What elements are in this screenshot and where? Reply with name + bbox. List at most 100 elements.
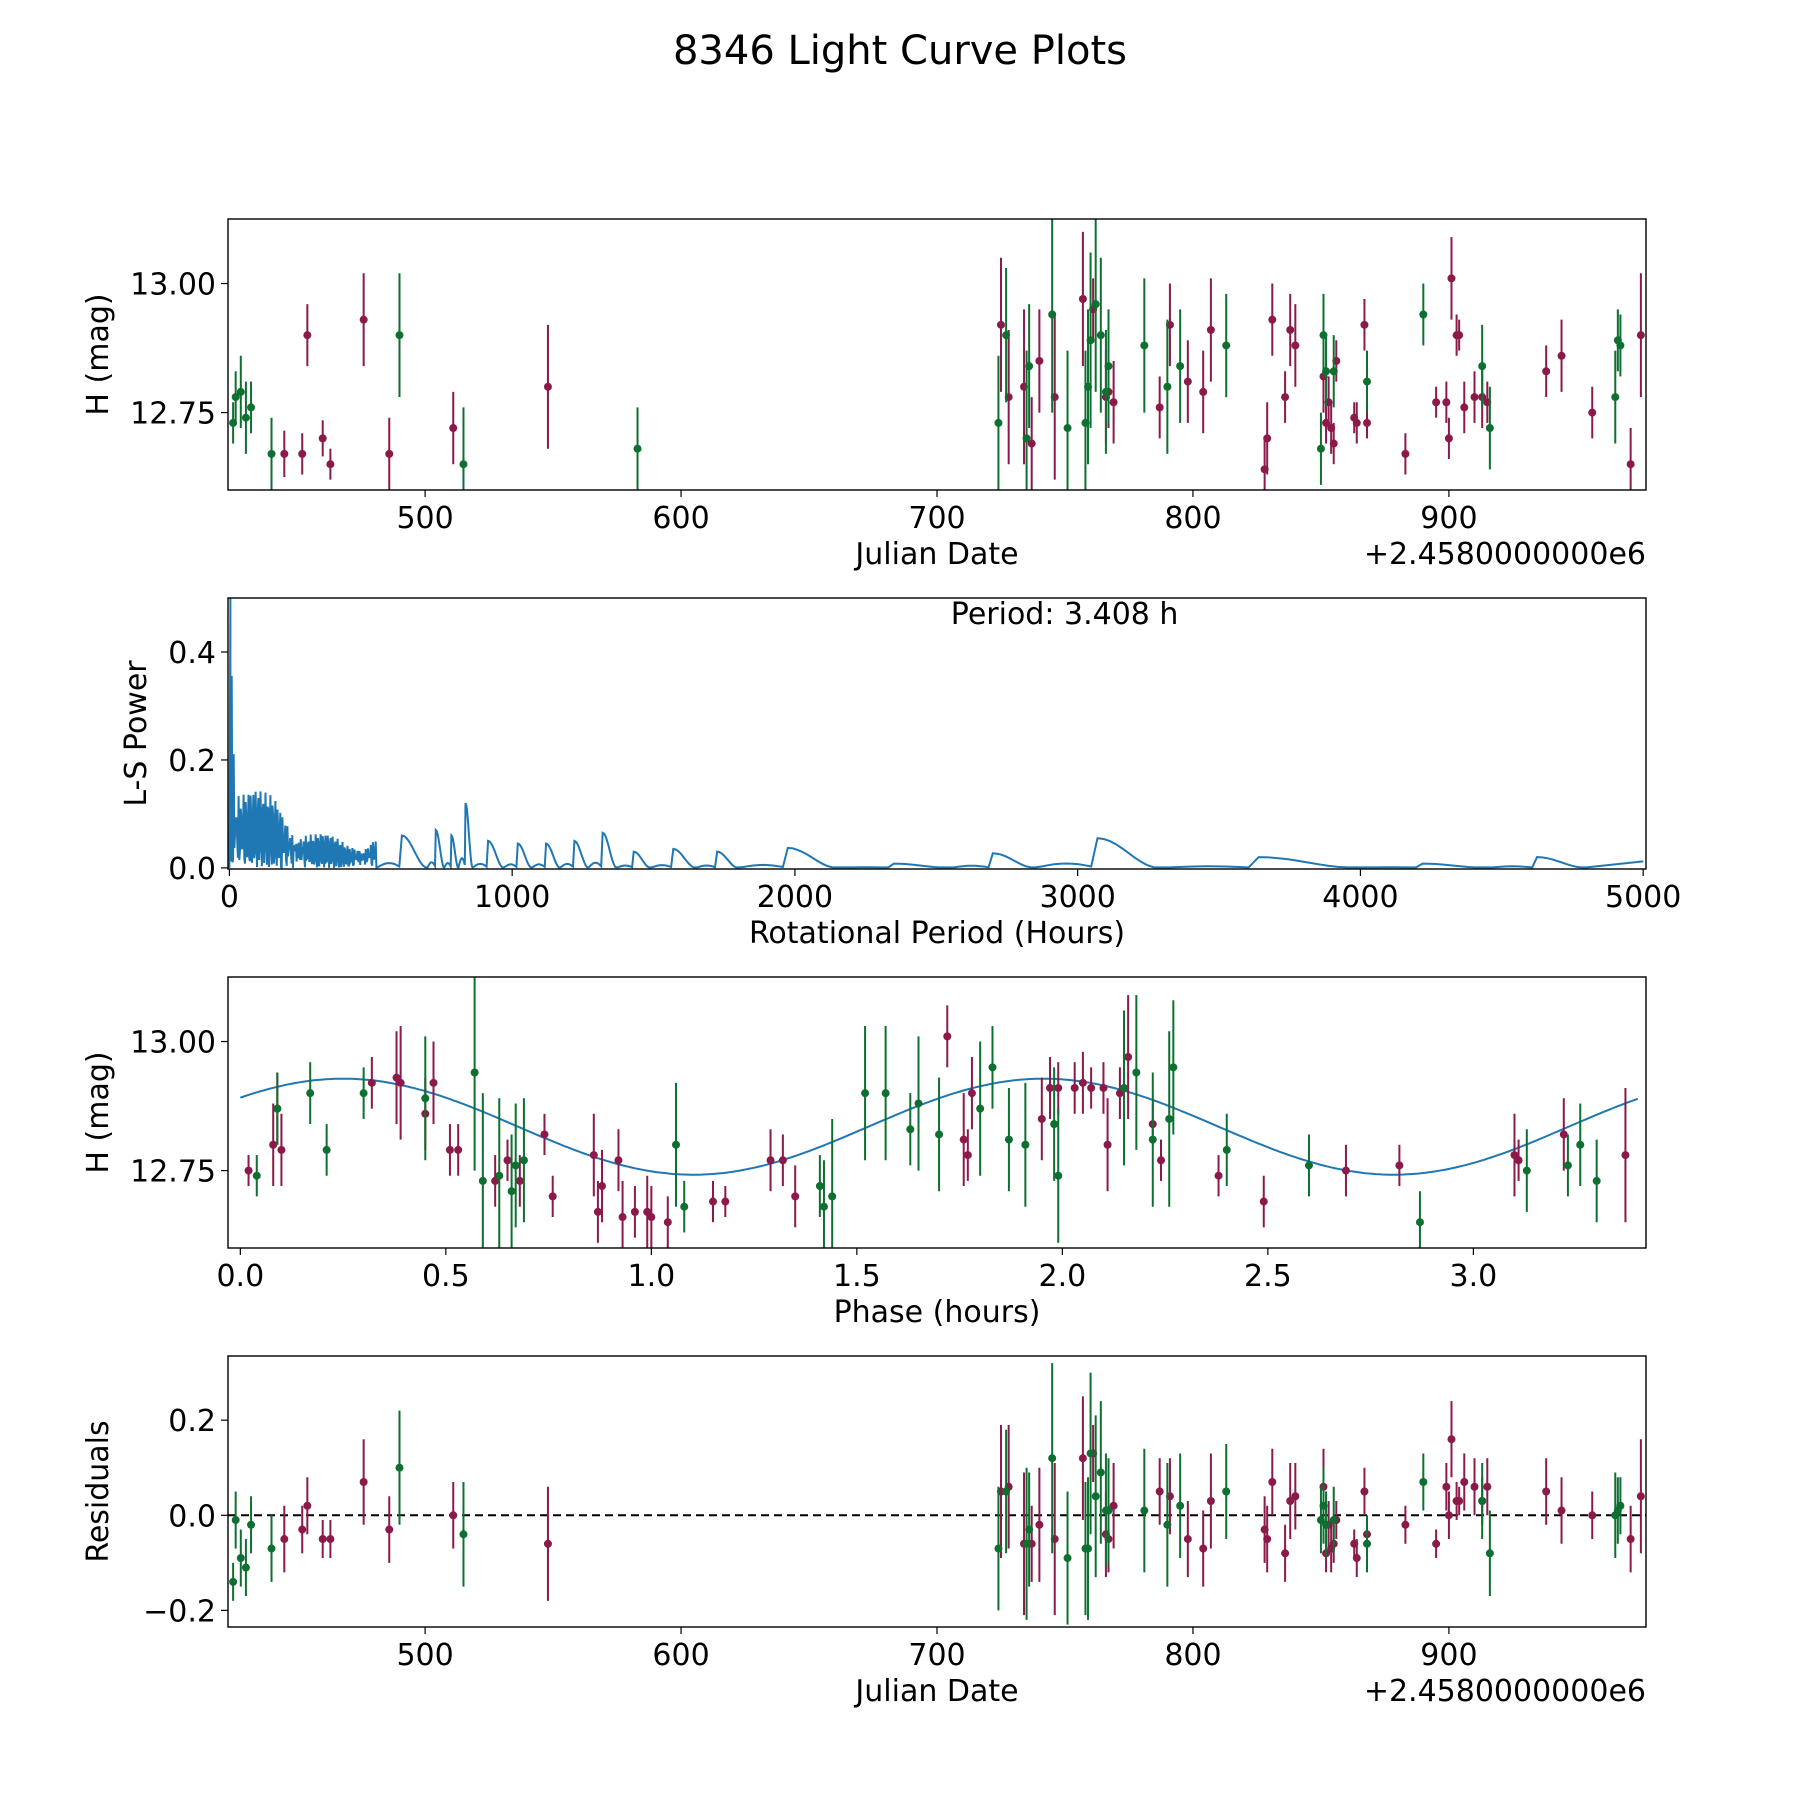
phase-data-point <box>828 1192 837 1201</box>
phase-data-point <box>1559 1130 1568 1139</box>
resid-ytick-label: −0.2 <box>143 1594 216 1629</box>
lc-data-point <box>1363 377 1372 386</box>
resid-xtick-label: 500 <box>396 1638 453 1673</box>
lc-data-point <box>1086 336 1095 345</box>
phase-data-point <box>1514 1156 1523 1165</box>
lc-ylabel: H (mag) <box>81 293 116 415</box>
lc-data-point <box>1078 295 1087 304</box>
lc-data-point <box>1063 424 1072 433</box>
lc-data-point <box>1363 418 1372 427</box>
resid-data-point <box>1263 1535 1272 1544</box>
resid-data-point <box>1155 1487 1164 1496</box>
lc-data-point <box>1588 408 1597 417</box>
resid-plot-area <box>228 1363 1646 1625</box>
phase-data-point <box>1103 1140 1112 1149</box>
phase-data-point <box>1050 1120 1059 1129</box>
resid-data-point <box>1286 1497 1295 1506</box>
phase-data-point <box>663 1218 672 1227</box>
phase-data-point <box>277 1145 286 1154</box>
ls-ylabel: L-S Power <box>119 660 154 807</box>
lc-data-point <box>1485 424 1494 433</box>
lc-data-point <box>1286 325 1295 334</box>
ls-xtick-label: 4000 <box>1322 880 1398 915</box>
phase-folded-panel: 0.0 0.5 1.0 1.5 2.0 2.5 3.0 12.75 13.00 Phase (ho… <box>81 976 1647 1330</box>
residuals-panel: 500 600 700 800 900 −0.2 0.0 0.2 Julian Date Resi… <box>81 1355 1647 1709</box>
light-curve-panel: 500 600 700 800 900 12.75 13.00 Julian Date H (m… <box>81 218 1647 572</box>
phase-data-point <box>1070 1083 1079 1092</box>
resid-data-point <box>1002 1487 1011 1496</box>
phase-data-point <box>1054 1083 1063 1092</box>
lc-data-point <box>1611 393 1620 402</box>
phase-data-point <box>548 1192 557 1201</box>
resid-data-point <box>1222 1487 1231 1496</box>
lc-data-point <box>1460 403 1469 412</box>
resid-data-point <box>1025 1525 1034 1534</box>
phase-data-point <box>959 1135 968 1144</box>
ls-plot-area <box>228 598 1644 869</box>
lc-data-point <box>1096 331 1105 340</box>
lc-data-point <box>1432 398 1441 407</box>
phase-data-point <box>273 1104 282 1113</box>
phase-data-point <box>861 1089 870 1098</box>
lc-data-point <box>1542 367 1551 376</box>
lc-data-point <box>280 449 289 458</box>
resid-data-point <box>385 1525 394 1534</box>
resid-data-point <box>1183 1535 1192 1544</box>
resid-data-point <box>359 1477 368 1486</box>
phase-data-point <box>511 1161 520 1170</box>
resid-xlabel: Julian Date <box>853 1674 1018 1709</box>
phase-data-point <box>593 1207 602 1216</box>
phase-data-point <box>454 1145 463 1154</box>
figure-title: 8346 Light Curve Plots <box>672 28 1127 74</box>
resid-data-point <box>326 1535 335 1544</box>
phase-ytick-label: 13.00 <box>130 1026 216 1061</box>
ls-power-line <box>228 598 1644 869</box>
phase-data-point <box>976 1104 985 1113</box>
phase-data-point <box>598 1182 607 1191</box>
phase-xtick-label: 0.0 <box>216 1259 264 1294</box>
lc-data-point <box>303 331 312 340</box>
resid-data-point <box>280 1535 289 1544</box>
resid-data-point <box>1078 1454 1087 1463</box>
lc-data-point <box>1478 362 1487 371</box>
resid-data-point <box>1109 1501 1118 1510</box>
phase-data-point <box>614 1156 623 1165</box>
phase-data-point <box>778 1156 787 1165</box>
phase-data-point <box>1021 1140 1030 1149</box>
lc-data-point <box>1322 367 1331 376</box>
lc-data-point <box>1291 341 1300 350</box>
phase-data-point <box>507 1187 516 1196</box>
lc-data-point <box>1263 434 1272 443</box>
phase-data-point <box>1395 1161 1404 1170</box>
phase-data-point <box>1148 1135 1157 1144</box>
lc-xtick-label: 500 <box>396 501 453 536</box>
resid-data-point <box>1163 1520 1172 1529</box>
lc-data-point <box>459 460 468 469</box>
phase-xtick-label: 1.5 <box>833 1259 881 1294</box>
ls-xlabel: Rotational Period (Hours) <box>749 916 1125 951</box>
phase-data-point <box>630 1207 639 1216</box>
lc-data-point <box>1442 398 1451 407</box>
resid-data-point <box>1626 1535 1635 1544</box>
resid-data-point <box>1291 1492 1300 1501</box>
phase-data-point <box>1621 1151 1630 1160</box>
phase-data-point <box>1592 1176 1601 1185</box>
phase-data-point <box>367 1078 376 1087</box>
resid-data-point <box>449 1511 458 1520</box>
phase-data-point <box>1341 1166 1350 1175</box>
lc-xtick-label: 900 <box>1420 501 1477 536</box>
resid-data-point <box>994 1544 1003 1553</box>
lc-data-point <box>1281 393 1290 402</box>
resid-data-point <box>1176 1501 1185 1510</box>
lc-ytick-label: 13.00 <box>130 268 216 303</box>
resid-data-point <box>459 1530 468 1539</box>
resid-data-point <box>1322 1520 1331 1529</box>
lc-data-point <box>1401 449 1410 458</box>
resid-data-point <box>1048 1454 1057 1463</box>
lc-data-point <box>1206 325 1215 334</box>
lc-data-point <box>1104 362 1113 371</box>
phase-xtick-label: 2.0 <box>1039 1259 1087 1294</box>
phase-data-point <box>478 1176 487 1185</box>
lc-data-point <box>318 434 327 443</box>
resid-data-point <box>1455 1497 1464 1506</box>
